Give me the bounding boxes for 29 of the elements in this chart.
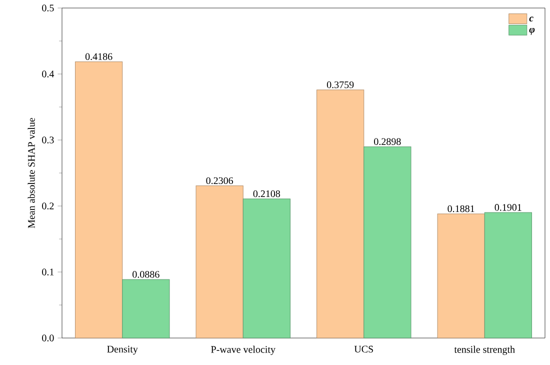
legend-label: c [529, 16, 534, 22]
data-label: 0.2306 [206, 177, 234, 184]
bar [437, 214, 485, 338]
data-label: 0.1881 [448, 205, 474, 212]
y-tick-label: 0.4 [42, 70, 54, 78]
data-label: 0.2108 [253, 190, 280, 198]
y-axis-title: Mean absolute SHAP value [28, 118, 35, 228]
data-label: 0.1901 [494, 204, 522, 211]
y-tick-label: 0.2 [42, 202, 54, 210]
bar [364, 146, 412, 338]
y-tick-label: 0.5 [42, 4, 54, 12]
y-tick-label: 0.1 [42, 268, 54, 276]
legend-label: φ [529, 28, 535, 35]
y-tick-label: 0.3 [42, 136, 54, 144]
data-label: 0.0886 [132, 271, 160, 278]
x-tick-label: tensile strength [454, 346, 515, 355]
bar [242, 198, 290, 338]
y-tick-label: 0.0 [42, 334, 54, 342]
bar [316, 90, 364, 338]
x-tick-label: P-wave velocity [211, 346, 276, 355]
bar [75, 61, 123, 338]
x-tick-label: Density [107, 346, 138, 355]
bar [122, 279, 170, 338]
bar [484, 212, 532, 338]
x-tick-label: UCS [354, 346, 373, 353]
data-label: 0.3759 [326, 81, 354, 88]
data-label: 0.4186 [85, 53, 112, 60]
data-label: 0.2898 [374, 138, 401, 146]
bar [196, 186, 244, 338]
